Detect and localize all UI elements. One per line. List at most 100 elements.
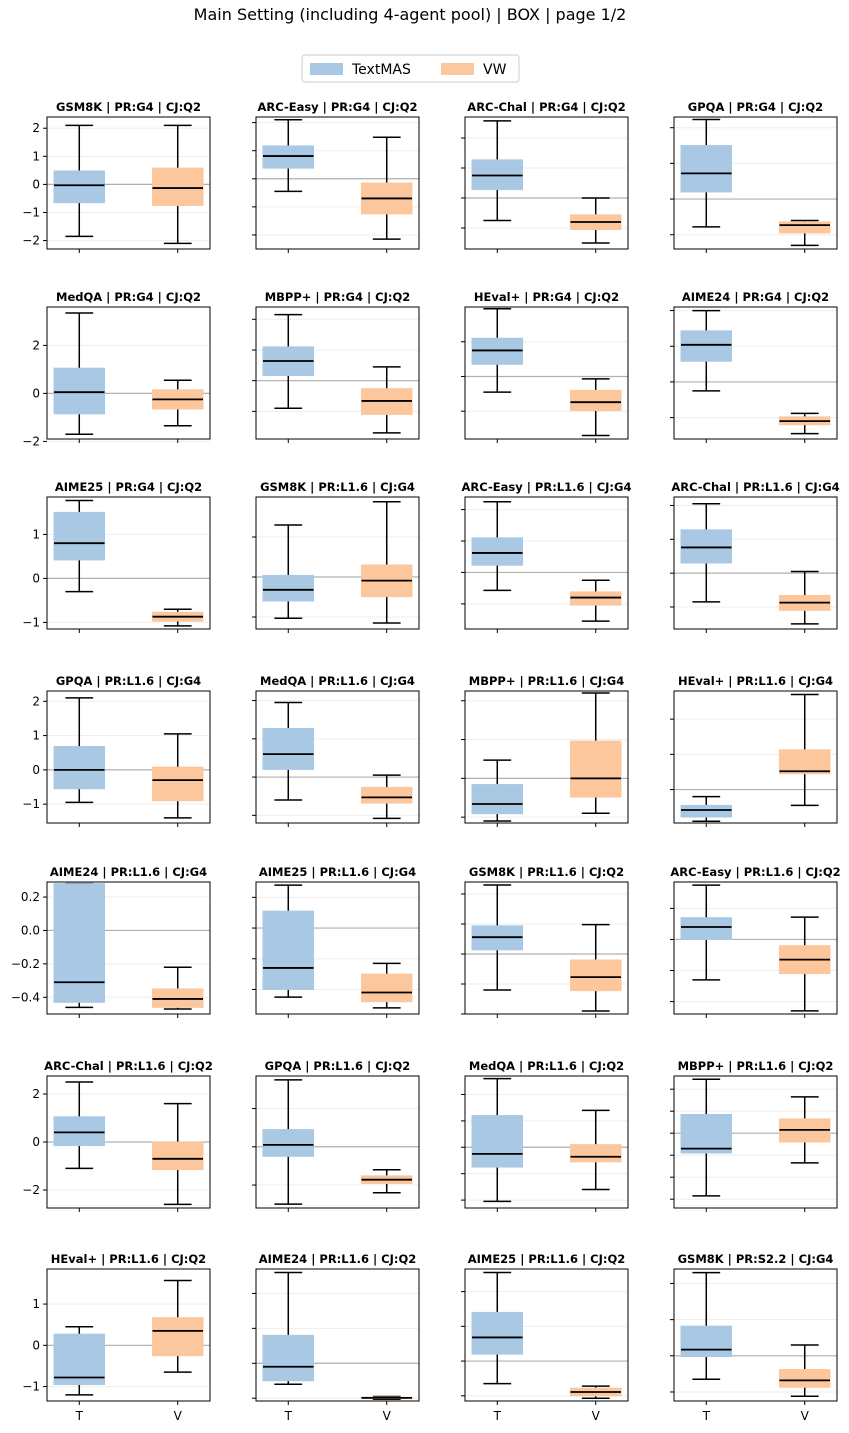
subplot-14: MedQA | PR:L1.6 | CJ:G4 (252, 674, 420, 827)
y-tick-label: −0.4 (11, 990, 40, 1004)
subplot-title: HEval+ | PR:G4 | CJ:Q2 (474, 290, 619, 304)
subplot-grid: −2 −1 0 1 2 GSM8K | PR:G4 | CJ:Q2 ARC-Easy | P… (11, 100, 841, 1423)
x-tick-label-t: T (493, 1409, 502, 1423)
box-v (151, 167, 204, 206)
box-v (151, 766, 204, 802)
axes-frame (46, 306, 211, 440)
axes-frame (464, 306, 629, 440)
subplot-16: HEval+ | PR:L1.6 | CJ:G4 (670, 674, 838, 827)
subplot-title: GSM8K | PR:S2.2 | CJ:G4 (678, 1252, 834, 1266)
subplot-18: AIME25 | PR:L1.6 | CJ:G4 (252, 865, 420, 1018)
box-t (53, 883, 106, 1003)
subplot-title: MBPP+ | PR:L1.6 | CJ:G4 (469, 674, 624, 688)
box-t (680, 1325, 733, 1358)
subplot-25: T V −1 0 1 HEval+ | PR:L1.6 | CJ:Q2 (22, 1252, 211, 1423)
axes-frame (255, 1075, 420, 1209)
subplot-7: HEval+ | PR:G4 | CJ:Q2 (461, 290, 629, 443)
subplot-9: −1 0 1 AIME25 | PR:G4 | CJ:Q2 (22, 480, 211, 633)
subplot-title: ARC-Easy | PR:L1.6 | CJ:G4 (462, 480, 632, 494)
axes-frame (46, 1075, 211, 1209)
subplot-title: MBPP+ | PR:G4 | CJ:Q2 (265, 290, 411, 304)
axes-frame (464, 116, 629, 250)
y-tick-label: −0.2 (11, 957, 40, 971)
box-v (778, 221, 831, 234)
subplot-title: ARC-Easy | PR:L1.6 | CJ:Q2 (670, 865, 840, 879)
subplot-title: GPQA | PR:G4 | CJ:Q2 (688, 100, 823, 114)
subplot-8: AIME24 | PR:G4 | CJ:Q2 (670, 290, 838, 443)
box-t (262, 574, 315, 602)
y-tick-label: 0 (32, 571, 40, 585)
box-v (778, 1369, 831, 1388)
y-tick-label: 0 (32, 1338, 40, 1352)
subplot-2: ARC-Easy | PR:G4 | CJ:Q2 (252, 100, 420, 253)
box-t (53, 511, 106, 561)
axes-frame (673, 690, 838, 824)
y-tick-label: 2 (32, 1087, 40, 1101)
y-tick-label: 1 (32, 729, 40, 743)
legend: TextMAS VW (301, 54, 520, 83)
subplot-1: −2 −1 0 1 2 GSM8K | PR:G4 | CJ:Q2 (22, 100, 211, 253)
y-tick-label: 2 (32, 694, 40, 708)
box-v (151, 1317, 204, 1357)
box-t (471, 784, 524, 815)
x-tick-label-v: V (801, 1409, 810, 1423)
subplot-title: GSM8K | PR:L1.6 | CJ:G4 (260, 480, 415, 494)
subplot-6: MBPP+ | PR:G4 | CJ:Q2 (252, 290, 420, 443)
axes-frame (673, 496, 838, 630)
y-tick-label: 0.0 (21, 923, 40, 937)
box-t (471, 537, 524, 566)
subplot-title: GPQA | PR:L1.6 | CJ:Q2 (265, 1059, 411, 1073)
box-t (680, 330, 733, 362)
axes-frame (255, 1268, 420, 1402)
box-t (53, 170, 106, 204)
box-v (569, 591, 622, 606)
y-tick-label: 0.2 (21, 890, 40, 904)
y-tick-label: −2 (22, 434, 40, 448)
axes-frame (673, 306, 838, 440)
box-t (680, 917, 733, 940)
subplot-title: HEval+ | PR:L1.6 | CJ:Q2 (51, 1252, 206, 1266)
axes-frame (464, 690, 629, 824)
subplot-24: MBPP+ | PR:L1.6 | CJ:Q2 (670, 1059, 838, 1212)
subplot-title: ARC-Chal | PR:G4 | CJ:Q2 (467, 100, 625, 114)
subplot-title: AIME24 | PR:L1.6 | CJ:G4 (50, 865, 207, 879)
x-tick-label-t: T (75, 1409, 84, 1423)
box-v (151, 1141, 204, 1171)
box-t (680, 804, 733, 818)
y-tick-label: 1 (32, 527, 40, 541)
legend-swatch-textmas (310, 63, 343, 75)
subplot-title: MedQA | PR:L1.6 | CJ:G4 (260, 674, 415, 688)
box-t (53, 746, 106, 790)
y-tick-label: −2 (22, 234, 40, 248)
subplot-26: T V AIME24 | PR:L1.6 | CJ:Q2 (252, 1252, 420, 1423)
subplot-22: GPQA | PR:L1.6 | CJ:Q2 (252, 1059, 420, 1212)
box-v (569, 389, 622, 412)
axes-frame (46, 116, 211, 250)
subplot-23: MedQA | PR:L1.6 | CJ:Q2 (461, 1059, 629, 1212)
subplot-27: T V AIME25 | PR:L1.6 | CJ:Q2 (461, 1252, 629, 1423)
y-tick-label: −1 (22, 1380, 40, 1394)
box-v (569, 1144, 622, 1163)
y-tick-label: 0 (32, 763, 40, 777)
x-tick-label-v: V (592, 1409, 601, 1423)
y-tick-label: 2 (32, 338, 40, 352)
subplot-title: AIME24 | PR:G4 | CJ:Q2 (682, 290, 829, 304)
subplot-title: GSM8K | PR:G4 | CJ:Q2 (56, 100, 201, 114)
subplot-title: AIME25 | PR:L1.6 | CJ:G4 (259, 865, 416, 879)
subplot-13: −1 0 1 2 GPQA | PR:L1.6 | CJ:G4 (22, 674, 211, 827)
box-v (360, 973, 413, 1003)
subplot-20: ARC-Easy | PR:L1.6 | CJ:Q2 (670, 865, 841, 1018)
box-t (680, 1114, 733, 1154)
axes-frame (255, 690, 420, 824)
legend-swatch-vw (441, 63, 474, 75)
subplot-title: AIME24 | PR:L1.6 | CJ:Q2 (259, 1252, 417, 1266)
axes-frame (673, 116, 838, 250)
box-v (778, 749, 831, 775)
box-v (569, 959, 622, 992)
axes-frame (673, 1075, 838, 1209)
y-tick-label: 0 (32, 177, 40, 191)
subplot-4: GPQA | PR:G4 | CJ:Q2 (670, 100, 838, 253)
axes-frame (46, 1268, 211, 1402)
axes-frame (464, 496, 629, 630)
y-tick-label: −1 (22, 205, 40, 219)
